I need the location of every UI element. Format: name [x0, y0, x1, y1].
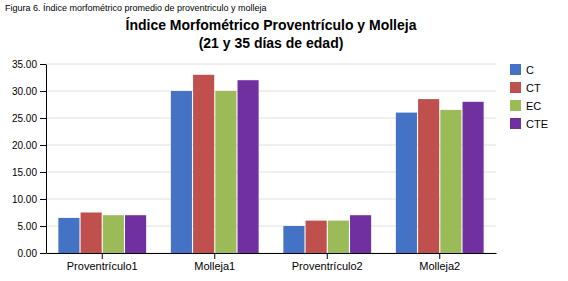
- y-tick-mark: [40, 145, 46, 146]
- y-tick-mark: [40, 253, 46, 254]
- x-tick: Proventrículo2: [292, 253, 363, 272]
- bars: [58, 75, 483, 253]
- y-axis: 0.00 5.00 10.00 15.00 20.00 25.00 30.00 35.00: [12, 59, 47, 259]
- bar: [440, 110, 461, 253]
- y-tick-label: 10.00: [12, 194, 37, 205]
- x-tick-label: Molleja2: [419, 260, 460, 272]
- y-axis-line: [46, 65, 47, 254]
- y-tick-mark: [40, 172, 46, 173]
- y-tick: 15.00: [12, 167, 46, 178]
- y-tick-label: 5.00: [18, 221, 38, 232]
- y-tick-label: 30.00: [12, 86, 37, 97]
- y-tick: 35.00: [12, 59, 46, 70]
- bar: [328, 221, 349, 253]
- legend: C CT EC CTE: [510, 64, 548, 130]
- bar-series: [103, 91, 462, 253]
- y-tick-mark: [40, 64, 46, 65]
- x-tick-label: Proventrículo1: [67, 260, 138, 272]
- annotation: Figura 6. Índice morfométrico promedio d…: [5, 3, 267, 13]
- x-tick-label: Molleja1: [194, 260, 235, 272]
- subtitle: (21 y 35 días de edad): [199, 35, 344, 51]
- y-tick-mark: [40, 91, 46, 92]
- bar: [283, 226, 304, 253]
- bar: [396, 113, 417, 253]
- x-tick: Molleja1: [194, 253, 235, 272]
- bar: [215, 91, 236, 253]
- bar: [306, 221, 327, 253]
- y-tick: 30.00: [12, 86, 46, 97]
- y-tick-label: 35.00: [12, 59, 37, 70]
- legend-label: EC: [526, 100, 541, 112]
- legend-item: CT: [510, 82, 541, 94]
- bar: [238, 80, 259, 253]
- x-tick-label: Proventrículo2: [292, 260, 363, 272]
- x-tick-mark: [439, 253, 440, 259]
- y-tick-label: 20.00: [12, 140, 37, 151]
- bar: [81, 213, 102, 254]
- x-axis: Proventrículo1 Molleja1 Proventrículo2 Moll…: [47, 253, 497, 272]
- bar-series: [81, 75, 440, 253]
- grid: [46, 64, 496, 253]
- x-tick-mark: [102, 253, 103, 259]
- x-tick-mark: [327, 253, 328, 259]
- legend-swatch: [510, 118, 521, 129]
- bar: [171, 91, 192, 253]
- legend-item: CTE: [510, 118, 548, 130]
- title: Índice Morfométrico Proventrículo y Moll…: [126, 17, 417, 33]
- chart: Figura 6. Índice morfométrico promedio d…: [0, 0, 568, 281]
- x-tick: Proventrículo1: [67, 253, 138, 272]
- bar: [193, 75, 214, 253]
- bar: [58, 218, 79, 253]
- legend-swatch: [510, 100, 521, 111]
- legend-item: C: [510, 64, 534, 76]
- legend-label: C: [526, 64, 534, 76]
- y-tick: 25.00: [12, 113, 46, 124]
- y-tick-label: 15.00: [12, 167, 37, 178]
- legend-item: EC: [510, 100, 541, 112]
- y-tick-label: 25.00: [12, 113, 37, 124]
- grid-line: [46, 64, 496, 65]
- y-tick-label: 0.00: [18, 248, 38, 259]
- y-tick: 0.00: [18, 248, 46, 259]
- legend-label: CT: [526, 82, 541, 94]
- bar: [350, 215, 371, 253]
- y-tick-mark: [40, 199, 46, 200]
- legend-swatch: [510, 82, 521, 93]
- y-tick-mark: [40, 226, 46, 227]
- bar: [103, 215, 124, 253]
- y-tick: 5.00: [18, 221, 46, 232]
- grid-line: [46, 91, 496, 92]
- bar: [463, 102, 484, 253]
- bar: [418, 99, 439, 253]
- y-tick: 20.00: [12, 140, 46, 151]
- legend-swatch: [510, 64, 521, 75]
- bar-series: [125, 80, 484, 253]
- plot: 0.00 5.00 10.00 15.00 20.00 25.00 30.00 35.00 Pr…: [12, 59, 497, 272]
- x-axis-line: [47, 253, 497, 254]
- y-tick-mark: [40, 118, 46, 119]
- bar: [125, 215, 146, 253]
- x-tick-mark: [214, 253, 215, 259]
- legend-label: CTE: [526, 118, 548, 130]
- y-tick: 10.00: [12, 194, 46, 205]
- x-tick: Molleja2: [419, 253, 460, 272]
